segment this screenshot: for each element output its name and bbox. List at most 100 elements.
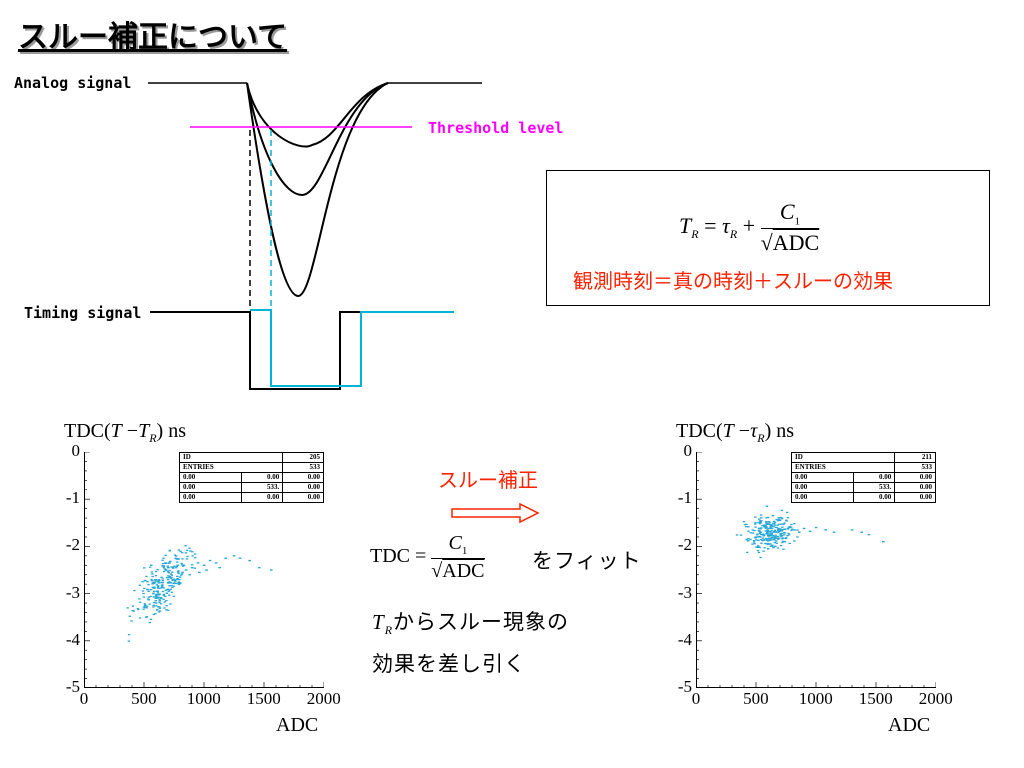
scatter-point xyxy=(176,561,179,563)
scatter-point xyxy=(756,536,759,538)
y-tick-label: -5 xyxy=(65,677,80,696)
stat-cell: 0.00 xyxy=(180,472,242,483)
scatter-point xyxy=(164,595,167,598)
stat-cell: 0.00 xyxy=(852,472,895,483)
scatter-point xyxy=(802,527,806,530)
scatter-point xyxy=(224,557,227,559)
scatter-point xyxy=(782,548,785,550)
scatter-point xyxy=(127,640,131,642)
scatter-point xyxy=(774,526,777,528)
scatter-point xyxy=(782,523,785,525)
scatter-point xyxy=(743,524,747,526)
scatter-point xyxy=(759,521,762,524)
y-tick-label: -4 xyxy=(677,629,692,649)
scatter-point xyxy=(149,618,153,620)
scatter-point xyxy=(771,534,774,537)
scatter-point xyxy=(136,607,140,610)
stat-row: 0.00 0.00 0.00 xyxy=(180,472,323,483)
stat-cell: 0.00 xyxy=(894,492,935,502)
scatter-point xyxy=(154,574,158,577)
scatter-point xyxy=(793,529,796,531)
scatter-point xyxy=(184,552,188,554)
scatter-point xyxy=(158,587,162,589)
scatter-point xyxy=(757,529,760,532)
scatter-point xyxy=(760,542,763,544)
scatter-point xyxy=(182,564,186,566)
timing-signal-cyan xyxy=(250,309,454,387)
scatter-point xyxy=(754,516,757,518)
scatter-point xyxy=(754,526,757,528)
threshold-level-label: Threshold level xyxy=(428,119,564,137)
scatter-point xyxy=(757,521,760,524)
scatter-point xyxy=(188,574,191,576)
scatter-point xyxy=(771,515,775,517)
x-tick-label: 1500 xyxy=(858,689,893,708)
scatter-point xyxy=(763,526,766,528)
stat-cell: 0.00 xyxy=(852,492,895,502)
scatter-point xyxy=(759,556,762,559)
scatter-point xyxy=(248,559,251,562)
scatter-point xyxy=(747,537,750,540)
scatter-point xyxy=(780,532,783,535)
scatter-point xyxy=(172,582,175,585)
stat-cell: 0.00 xyxy=(894,472,935,483)
scatter-point xyxy=(174,557,177,559)
scatter-point xyxy=(165,592,169,594)
scatter-point xyxy=(167,576,170,579)
right-chart-plot xyxy=(696,452,936,688)
scatter-point xyxy=(162,562,165,565)
scatter-point xyxy=(757,551,761,554)
scatter-point xyxy=(759,514,763,516)
stat-cell: ID xyxy=(183,453,191,461)
scatter-point xyxy=(147,599,150,601)
scatter-point xyxy=(772,531,775,534)
scatter-point xyxy=(179,582,182,585)
scatter-point xyxy=(141,590,145,592)
scatter-point xyxy=(756,533,759,535)
scatter-point xyxy=(147,584,150,586)
scatter-point xyxy=(158,579,161,582)
scatter-point xyxy=(779,533,782,535)
scatter-point xyxy=(772,535,776,537)
scatter-point xyxy=(747,530,750,532)
stat-row: 0.00 533. 0.00 xyxy=(180,482,323,493)
scatter-point xyxy=(775,542,778,544)
scatter-point xyxy=(773,530,776,532)
scatter-point xyxy=(163,601,166,603)
formula-tau: τ xyxy=(722,212,730,238)
scatter-point xyxy=(780,530,784,532)
scatter-point xyxy=(779,534,782,537)
scatter-point xyxy=(188,547,191,549)
stat-cell xyxy=(853,462,895,473)
stat-cell: 0.00 xyxy=(240,472,283,483)
scatter-point xyxy=(168,562,171,564)
stat-cell: 0.00 xyxy=(792,492,854,502)
scatter-point xyxy=(767,521,771,523)
scatter-point xyxy=(185,549,189,552)
stat-row: 0.00 0.00 0.00 xyxy=(792,472,935,483)
y-tick-label: -4 xyxy=(65,629,80,649)
scatter-point xyxy=(147,590,150,592)
scatter-point xyxy=(168,585,171,587)
scatter-point xyxy=(765,533,768,535)
scatter-point xyxy=(151,573,154,575)
scatter-point xyxy=(170,574,174,576)
scatter-point xyxy=(153,587,156,589)
scatter-point xyxy=(154,580,158,582)
scatter-point xyxy=(171,578,175,581)
scatter-point xyxy=(178,576,182,578)
scatter-point xyxy=(177,571,180,573)
scatter-point xyxy=(177,581,181,583)
scatter-point xyxy=(767,516,770,519)
subtract-line-2: 効果を差し引く xyxy=(372,652,526,676)
scatter-point xyxy=(174,567,178,569)
scatter-point xyxy=(781,541,784,544)
stat-row: 0.00 0.00 0.00 xyxy=(792,492,935,502)
scatter-point xyxy=(779,534,783,536)
scatter-point xyxy=(157,611,161,613)
scatter-point xyxy=(774,535,777,538)
scatter-point xyxy=(177,581,180,584)
scatter-point xyxy=(778,519,782,522)
scatter-point xyxy=(764,542,767,545)
scatter-point xyxy=(767,527,770,530)
